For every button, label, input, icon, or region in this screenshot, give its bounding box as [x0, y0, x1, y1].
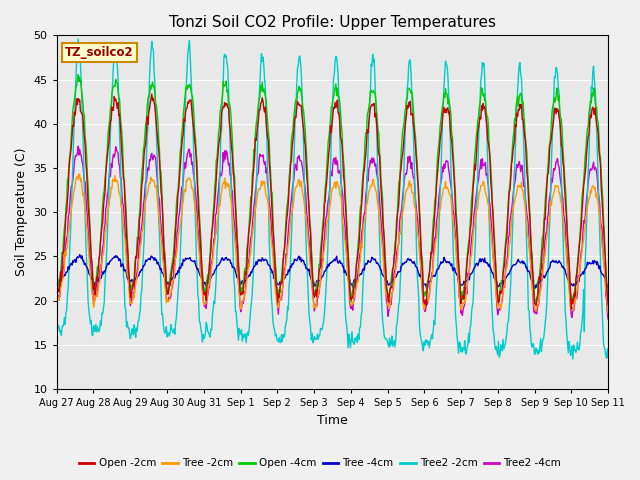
Legend: Open -2cm, Tree -2cm, Open -4cm, Tree -4cm, Tree2 -2cm, Tree2 -4cm: Open -2cm, Tree -2cm, Open -4cm, Tree -4…	[75, 454, 565, 472]
Y-axis label: Soil Temperature (C): Soil Temperature (C)	[15, 148, 28, 276]
X-axis label: Time: Time	[317, 414, 348, 427]
Text: TZ_soilco2: TZ_soilco2	[65, 46, 134, 59]
Title: Tonzi Soil CO2 Profile: Upper Temperatures: Tonzi Soil CO2 Profile: Upper Temperatur…	[169, 15, 496, 30]
